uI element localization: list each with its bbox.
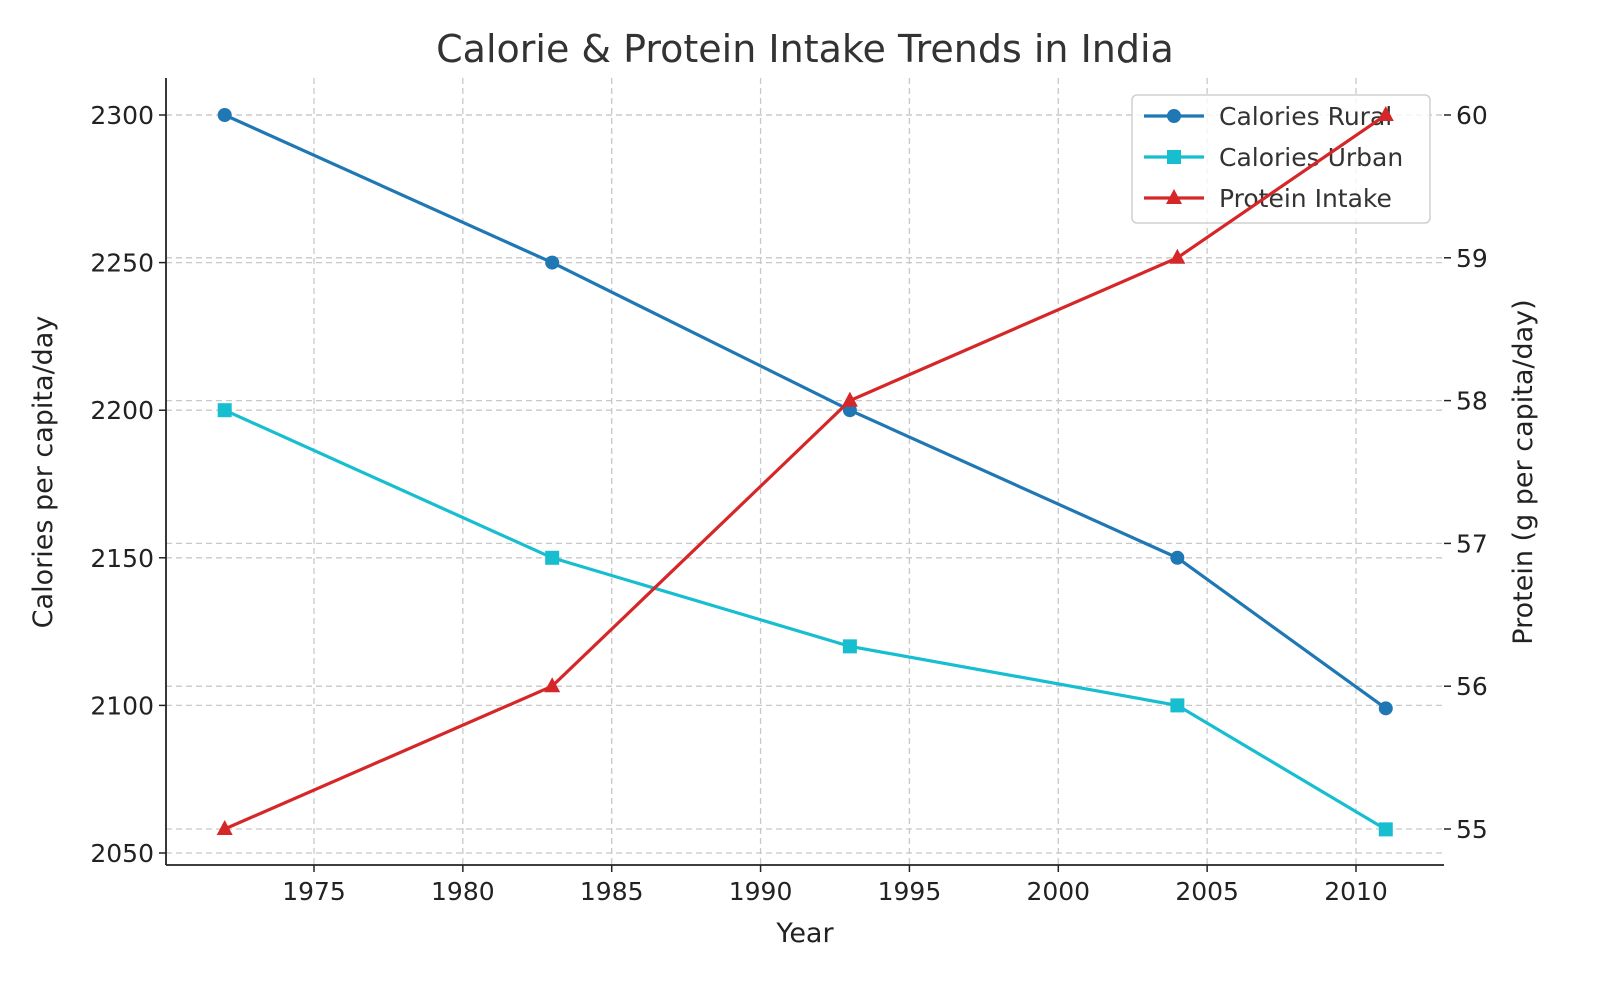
- x-tick-label: 2000: [1026, 877, 1090, 906]
- calories-urban-line: [224, 408, 1387, 831]
- y-tick-label: 2150: [90, 544, 154, 573]
- legend-box: [1131, 94, 1431, 224]
- y-tick-label: 2250: [90, 249, 154, 278]
- calories-rural-point: [545, 255, 560, 270]
- y-axis-label: Calories per capita/day: [28, 316, 59, 629]
- calories-urban-point: [842, 639, 857, 654]
- protein-intake-point: [1169, 248, 1186, 264]
- legend-label: Calories Rural: [1219, 102, 1392, 131]
- calories-rural-point: [1378, 701, 1393, 716]
- protein-intake-point: [841, 391, 858, 407]
- y-tick-label: 2200: [90, 396, 154, 425]
- x-tick-label: 1990: [729, 877, 793, 906]
- calories-urban-point: [217, 403, 232, 418]
- calories-rural-point: [842, 403, 857, 418]
- legend-marker: [1166, 189, 1182, 204]
- protein-intake-point: [216, 820, 233, 835]
- x-tick-label: 1985: [580, 877, 644, 906]
- y2-tick-label: 59: [1456, 244, 1488, 273]
- protein-intake-point: [544, 677, 561, 693]
- x-tick-label: 2010: [1324, 877, 1388, 906]
- calories-urban-point: [545, 550, 560, 565]
- legend-label: Protein Intake: [1219, 184, 1392, 213]
- y-tick-label: 2050: [90, 839, 154, 868]
- calories-urban-point: [1378, 822, 1393, 837]
- y2-tick-label: 56: [1456, 672, 1488, 701]
- x-tick-label: 1995: [878, 877, 942, 906]
- y2-tick-label: 55: [1456, 815, 1488, 844]
- calories-rural-point: [217, 108, 232, 122]
- x-tick-label: 1975: [282, 877, 346, 906]
- legend-marker: [1167, 150, 1181, 164]
- calories-rural-point: [1170, 550, 1185, 565]
- x-tick-label: 2005: [1175, 877, 1239, 906]
- protein-intake-point: [1377, 106, 1394, 121]
- y2-tick-label: 58: [1456, 387, 1488, 416]
- y-tick-label: 2100: [90, 691, 154, 720]
- chart-title: Calorie & Protein Intake Trends in India: [436, 27, 1174, 71]
- y2-axis-label: Protein (g per capita/day): [1508, 299, 1539, 644]
- x-tick-label: 1980: [431, 877, 495, 906]
- y-tick-label: 2300: [90, 101, 154, 130]
- y2-tick-label: 57: [1456, 529, 1488, 558]
- y2-tick-label: 60: [1456, 101, 1488, 130]
- x-axis-label: Year: [775, 918, 834, 949]
- calories-urban-point: [1170, 698, 1185, 713]
- legend-marker: [1167, 109, 1181, 123]
